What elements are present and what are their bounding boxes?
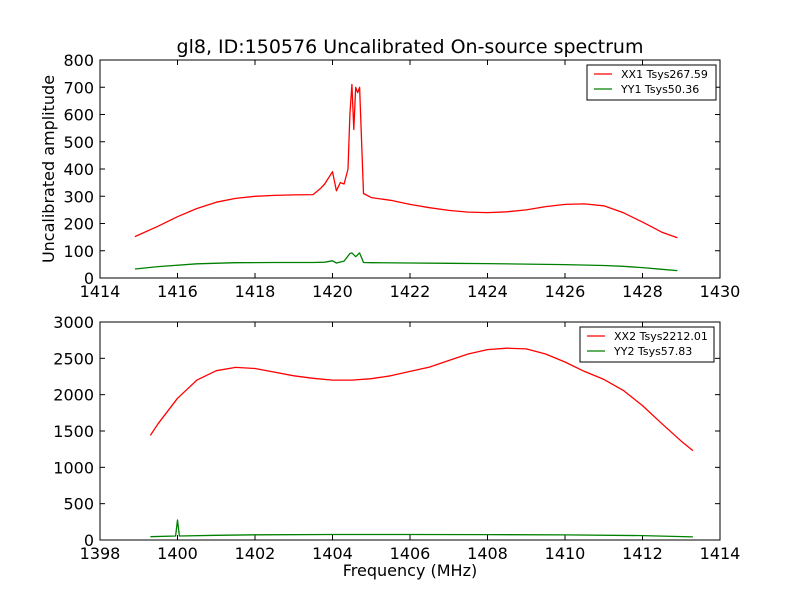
top-x-tick-label: 1420 [312,282,353,301]
bottom-x-tick-label: 1406 [390,544,431,563]
bottom-series-lines [149,347,694,538]
chart-title: gl8, ID:150576 Uncalibrated On-source sp… [177,36,644,58]
top-y-tick-label: 600 [63,106,94,125]
bottom-y-tick-label: 2000 [53,386,94,405]
top-y-tick-label: 700 [63,78,94,97]
bottom-x-tick-label: 1398 [80,544,121,563]
top-series-line-yy [134,252,678,272]
bottom-y-tick-label: 3000 [53,313,94,332]
top-y-tick-label: 800 [63,51,94,70]
bottom-legend-box [579,326,715,363]
top-x-tick-label: 1414 [80,282,121,301]
top-y-tick-label: 0 [84,269,94,288]
top-y-tick-label: 100 [63,242,94,261]
top-y-tick-label: 200 [63,215,94,234]
top-panel: 1414 1416 1418 1420 1422 1424 1426 1428 1430 0 100… [39,51,740,301]
bottom-y-tick-label: 0 [84,531,94,550]
top-y-tick-label: 300 [63,187,94,206]
bottom-x-tick-label: 1404 [312,544,353,563]
bottom-x-tick-label: 1402 [235,544,276,563]
top-y-tick-label: 400 [63,160,94,179]
bottom-x-axis-label: Frequency (MHz) [343,561,477,580]
top-axes-ticks: 1414 1416 1418 1420 1422 1424 1426 1428 1430 0 100… [63,51,740,301]
bottom-panel: 1398 1400 1402 1404 1406 1408 1410 1412 1414 0 500… [53,313,740,580]
bottom-series-line-yy [150,519,693,538]
top-legend-label-yy1: YY1 Tsys50.36 [620,83,699,96]
bottom-axes-ticks: 1398 1400 1402 1404 1406 1408 1410 1412 1414 0 500… [53,313,740,563]
bottom-y-tick-label: 1000 [53,458,94,477]
top-x-tick-label: 1428 [622,282,663,301]
bottom-y-tick-label: 500 [63,495,94,514]
bottom-legend-label-xx2: XX2 Tsys2212.01 [614,330,708,343]
top-x-tick-label: 1422 [390,282,431,301]
bottom-series-line-xx [149,347,694,452]
bottom-legend: XX2 Tsys2212.01 YY2 Tsys57.83 [579,326,715,363]
top-series-line-xx [134,83,678,239]
top-x-tick-label: 1430 [700,282,741,301]
bottom-x-tick-label: 1412 [622,544,663,563]
top-legend: XX1 Tsys267.59 YY1 Tsys50.36 [586,64,717,101]
bottom-x-tick-label: 1408 [467,544,508,563]
top-x-tick-label: 1424 [467,282,508,301]
bottom-x-tick-label: 1400 [157,544,198,563]
top-y-tick-label: 500 [63,133,94,152]
bottom-x-tick-label: 1410 [545,544,586,563]
bottom-plot-frame [99,321,721,541]
bottom-y-tick-label: 2500 [53,349,94,368]
bottom-legend-label-yy2: YY2 Tsys57.83 [613,345,692,358]
top-x-tick-label: 1416 [157,282,198,301]
top-legend-box [586,64,717,101]
top-legend-label-xx1: XX1 Tsys267.59 [621,68,708,81]
top-x-tick-label: 1426 [545,282,586,301]
bottom-y-tick-label: 1500 [53,422,94,441]
bottom-x-tick-label: 1414 [700,544,741,563]
top-plot-frame [99,59,721,279]
top-series-lines [134,83,678,272]
top-y-axis-label: Uncalibrated amplitude [39,75,58,263]
top-x-tick-label: 1418 [235,282,276,301]
